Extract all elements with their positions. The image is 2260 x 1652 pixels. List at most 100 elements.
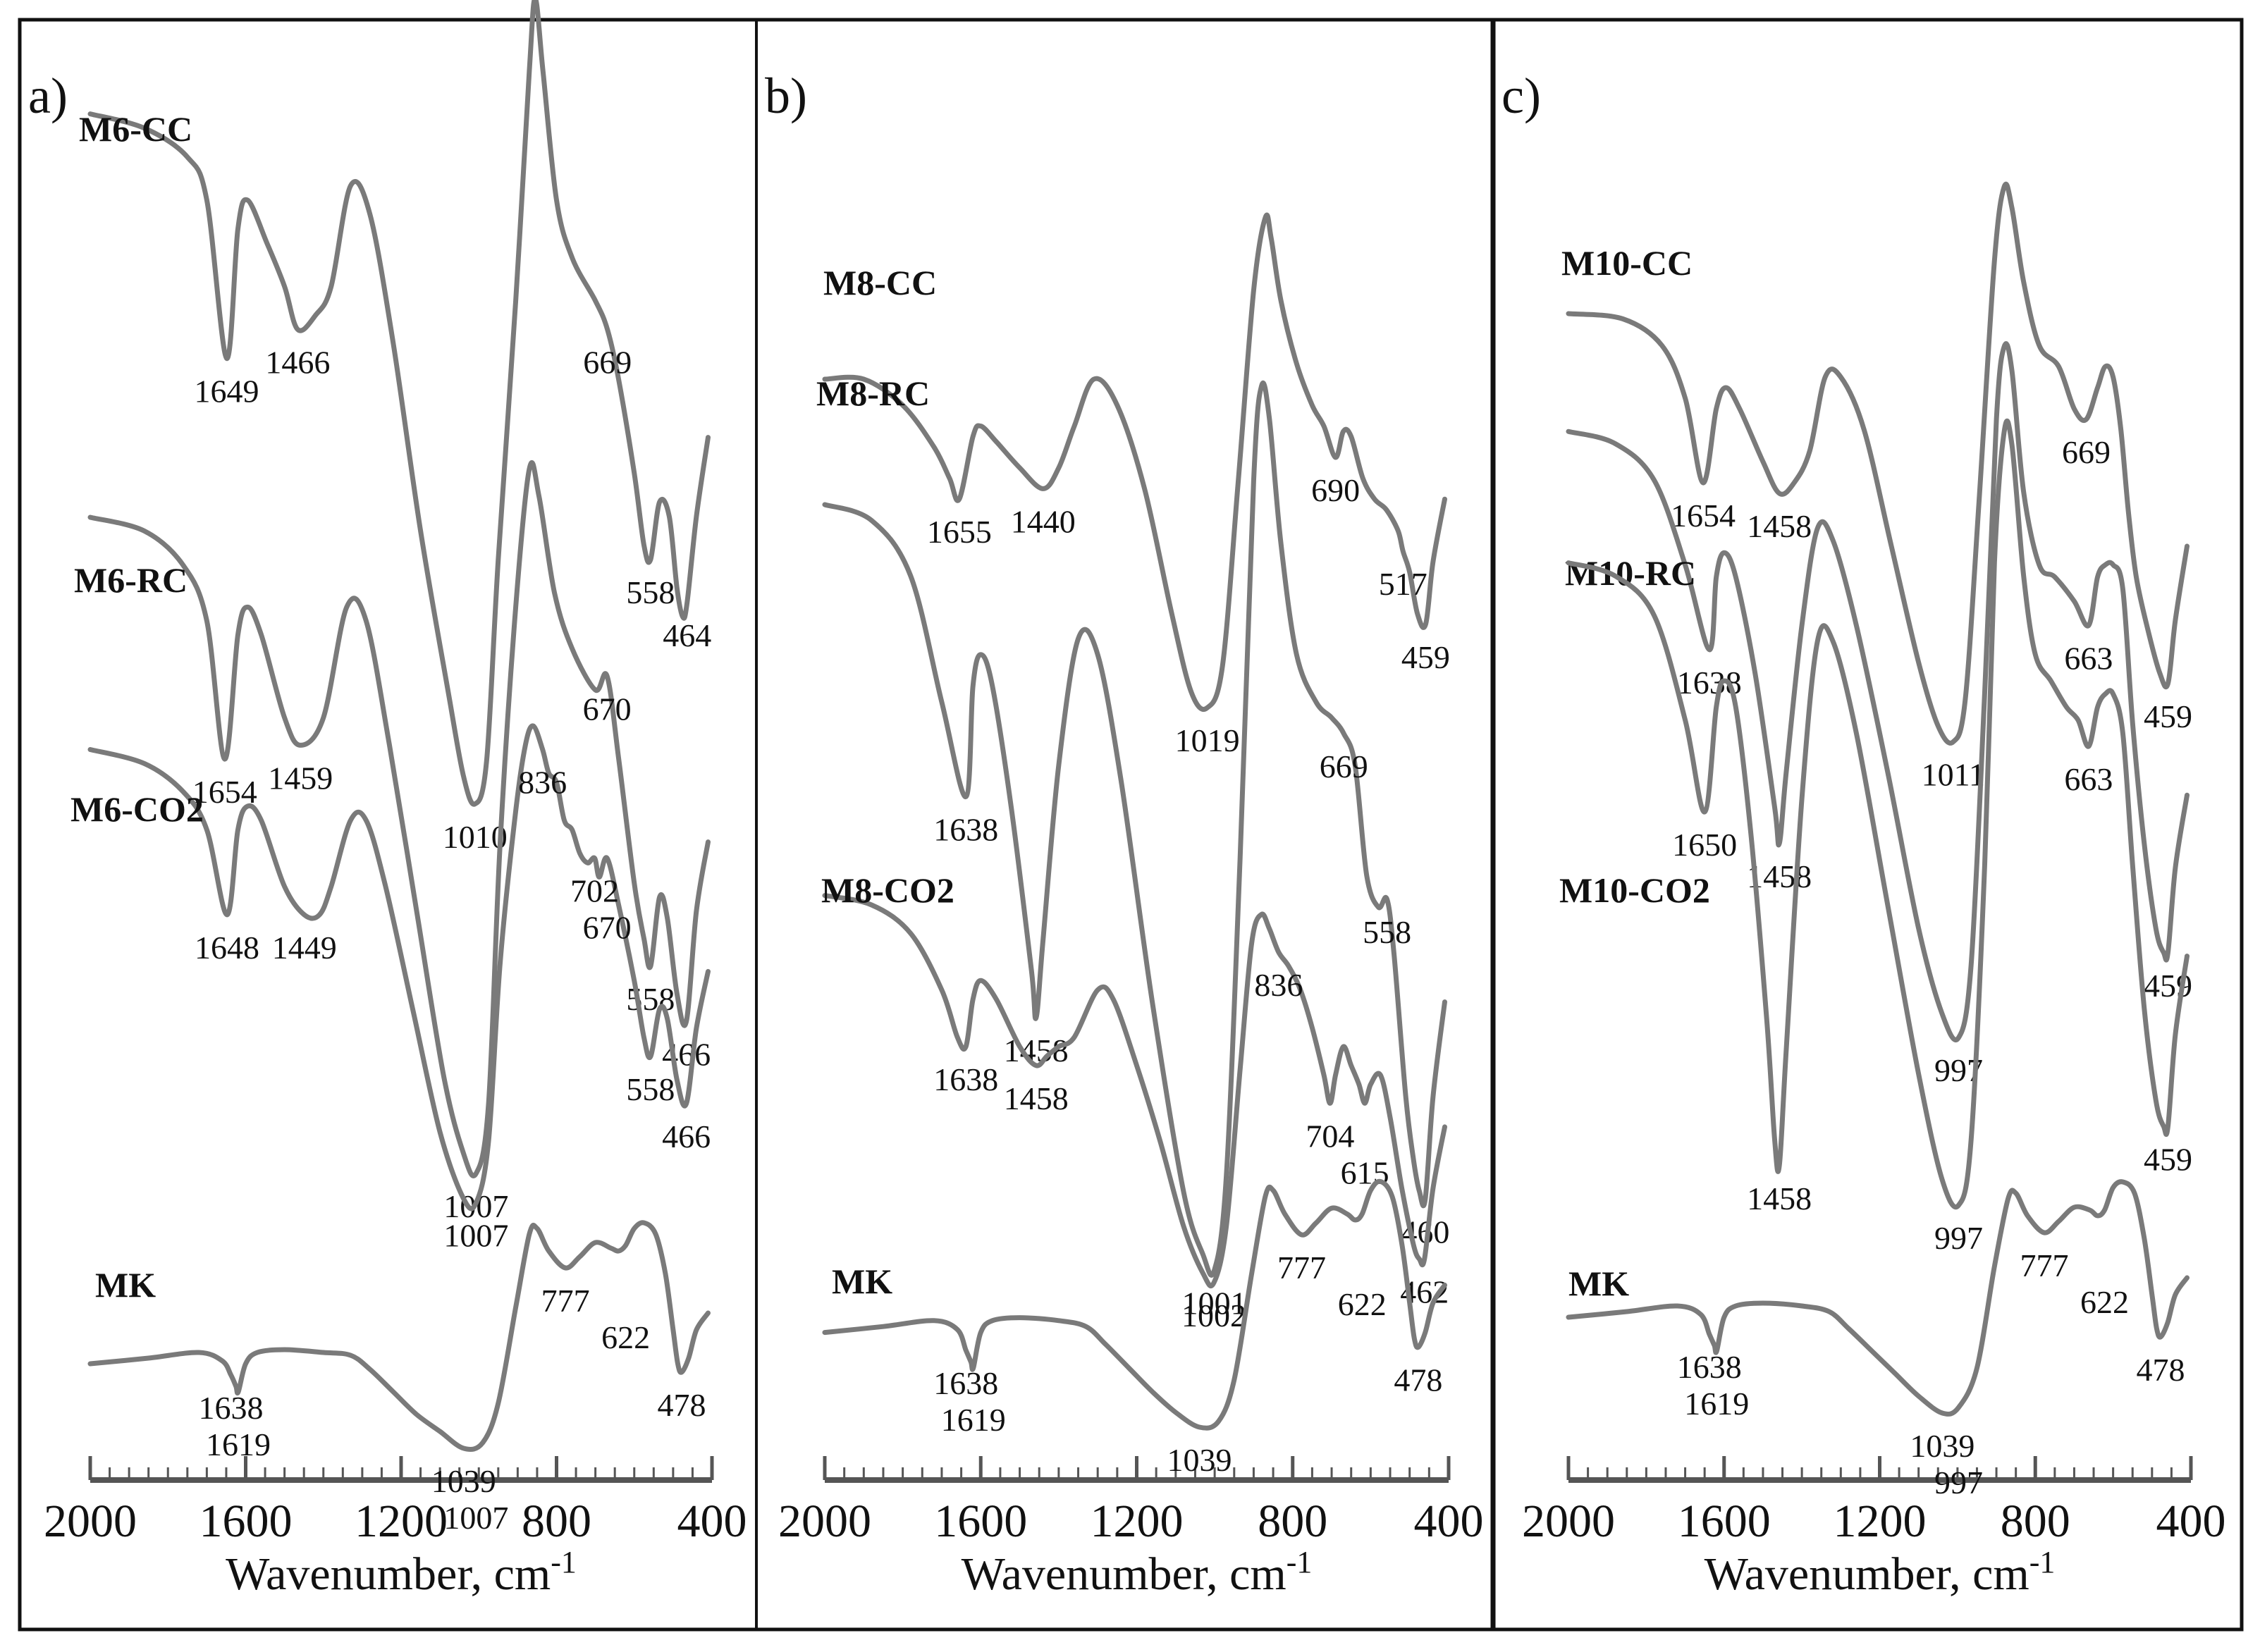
peak-label: 1039 — [431, 1463, 496, 1499]
peak-label: 558 — [1363, 914, 1411, 950]
spectrum-line-m8-co2 — [822, 893, 1447, 1289]
spectrum-line-mk — [87, 1220, 711, 1452]
peak-label: 622 — [2080, 1284, 2129, 1320]
peak-label: 669 — [583, 345, 632, 381]
x-axis-title-superscript: -1 — [1286, 1545, 1313, 1579]
series-label: M6-CC — [79, 109, 192, 149]
x-tick-label: 2000 — [1522, 1496, 1615, 1547]
peak-label: 1449 — [272, 930, 337, 966]
series-label: MK — [95, 1265, 156, 1305]
spectrum-line-m8-rc — [822, 380, 1447, 1278]
x-tick-label: 2000 — [778, 1496, 871, 1547]
spectrum-line-mk — [822, 1178, 1447, 1431]
series-label: M8-RC — [816, 374, 930, 413]
series-label: M10-CC — [1561, 243, 1693, 283]
series-label: M6-CO2 — [70, 789, 204, 829]
x-axis-title: Wavenumber, cm-1 — [1705, 1545, 2056, 1600]
spectrum-line-m10-co2 — [1566, 418, 2190, 1209]
peak-label: 478 — [2136, 1352, 2185, 1388]
peak-label: 1007 — [443, 1500, 508, 1536]
peak-label: 663 — [2064, 761, 2113, 797]
peak-label: 1619 — [1684, 1386, 1749, 1422]
figure-frame — [18, 18, 2244, 1632]
peak-label: 459 — [2144, 698, 2192, 734]
panel-0: a) 2000 1600 1200 800 400 Wavenumber, cm-1 M6-C… — [28, 0, 747, 1600]
peak-label: 1638 — [1677, 1349, 1742, 1385]
peak-label: 1638 — [199, 1390, 264, 1426]
series-label: M10-CO2 — [1559, 870, 1710, 910]
peak-label: 670 — [583, 691, 632, 727]
peak-label: 704 — [1306, 1118, 1354, 1154]
panel-1: b) 2000 1600 1200 800 400 Wavenumber, cm-1 M8-C… — [765, 68, 1484, 1600]
x-tick-label: 1200 — [1834, 1496, 1927, 1547]
peak-label: 478 — [1394, 1362, 1442, 1398]
series-label: M6-RC — [74, 560, 188, 600]
peak-label: 517 — [1379, 566, 1427, 602]
x-tick-label: 800 — [2001, 1496, 2070, 1547]
series-label: M8-CC — [823, 263, 937, 302]
x-axis-title: Wavenumber, cm-1 — [226, 1545, 577, 1600]
spectrum-line-m6-rc — [87, 460, 711, 1178]
peak-label: 1458 — [1747, 1181, 1812, 1216]
series-label: MK — [1568, 1264, 1629, 1303]
peak-label: 1039 — [1910, 1428, 1975, 1464]
peak-label: 558 — [626, 1071, 675, 1107]
peak-label: 669 — [1320, 748, 1368, 784]
peak-label: 1650 — [1672, 827, 1737, 863]
peak-label: 1001 — [1182, 1285, 1247, 1321]
peak-label: 997 — [1934, 1465, 1983, 1500]
spectrum-line-m6-co2 — [87, 723, 711, 1212]
peak-label: 1466 — [265, 345, 330, 381]
peak-label: 1619 — [941, 1402, 1006, 1438]
peak-label: 777 — [2020, 1247, 2068, 1283]
peak-label: 1638 — [933, 811, 998, 847]
peak-label: 1648 — [195, 930, 259, 966]
peak-label: 1655 — [927, 514, 992, 550]
x-axis-title-superscript: -1 — [551, 1545, 577, 1579]
peak-label: 1619 — [206, 1426, 271, 1462]
panel-2: c) 2000 1600 1200 800 400 Wavenumber, cm-1 M10-… — [1501, 68, 2226, 1600]
peak-label: 615 — [1341, 1154, 1389, 1190]
peak-label: 702 — [570, 873, 619, 909]
peak-label: 459 — [1401, 639, 1450, 675]
peak-label: 622 — [1338, 1286, 1387, 1322]
peak-label: 1019 — [1175, 722, 1240, 758]
peak-label: 836 — [518, 765, 567, 801]
peak-label: 622 — [601, 1319, 650, 1355]
panel-letter: b) — [765, 68, 807, 124]
peak-label: 1458 — [1747, 508, 1812, 544]
peak-label: 1039 — [1167, 1442, 1232, 1478]
peak-label: 464 — [663, 617, 711, 653]
peak-label: 1002 — [1181, 1297, 1246, 1333]
x-tick-label: 400 — [1414, 1496, 1484, 1547]
peak-label: 1654 — [192, 774, 257, 810]
x-tick-label: 400 — [2156, 1496, 2226, 1547]
x-tick-label: 1600 — [1678, 1496, 1771, 1547]
x-tick-label: 400 — [677, 1496, 747, 1547]
peak-label: 478 — [658, 1387, 706, 1423]
spectrum-line-m10-rc — [1566, 340, 2190, 1042]
peak-label: 836 — [1254, 967, 1303, 1003]
peak-label: 1440 — [1011, 503, 1076, 539]
x-tick-label: 1200 — [1091, 1496, 1184, 1547]
peak-label: 777 — [541, 1283, 590, 1319]
peak-label: 1638 — [933, 1365, 998, 1401]
peak-label: 1654 — [1671, 498, 1736, 534]
x-tick-label: 1600 — [199, 1496, 293, 1547]
peak-label: 459 — [2144, 1141, 2192, 1177]
peak-label: 1649 — [194, 373, 259, 409]
panel-letter: c) — [1501, 68, 1541, 124]
series-label: MK — [832, 1262, 892, 1301]
peak-label: 1459 — [268, 760, 333, 796]
peak-label: 1011 — [1922, 757, 1985, 793]
peak-label: 777 — [1277, 1250, 1326, 1286]
spectrum-line-m6-cc — [87, 0, 711, 807]
spectrum-line-m10-cc — [1566, 181, 2190, 746]
peak-label: 1638 — [933, 1061, 998, 1097]
x-tick-label: 1600 — [934, 1496, 1027, 1547]
peak-label: 663 — [2064, 640, 2113, 676]
x-axis-title-superscript: -1 — [2029, 1545, 2056, 1579]
panel-letter: a) — [28, 68, 68, 124]
x-tick-label: 1200 — [355, 1496, 448, 1547]
